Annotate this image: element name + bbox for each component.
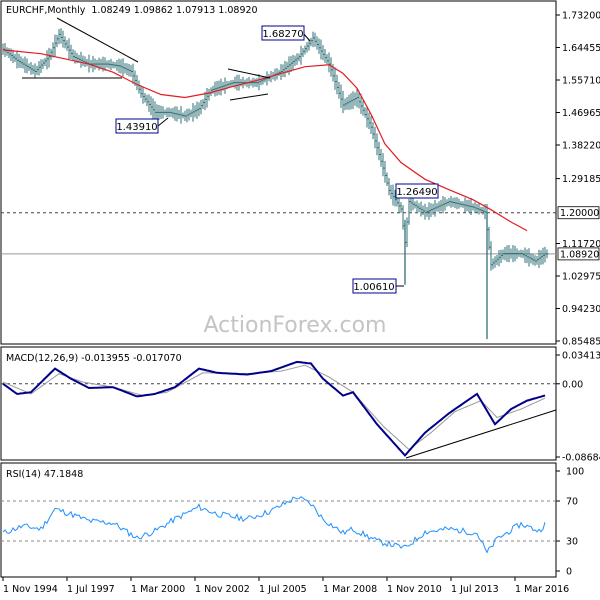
triangle-lower-2004 [229, 93, 269, 101]
price-panel-frame [0, 0, 557, 345]
price-axis-label: 1.11720 [562, 239, 600, 250]
annotation-box [115, 118, 159, 134]
moving-average-line [2, 49, 528, 232]
rsi-axis: 100 70 30 0 [556, 467, 584, 578]
price-axis-label: 1.29185 [562, 174, 600, 185]
time-axis-label: 1 Nov 1994 [3, 584, 58, 595]
annotation-text: 1.00610 [353, 282, 394, 293]
rsi-panel-title: RSI(14) 47.1848 [6, 469, 83, 480]
macd-main-line [2, 360, 546, 457]
annotation-box [261, 25, 305, 41]
symbol-title: EURCHF,Monthly [6, 5, 86, 16]
triangle-upper-2004 [227, 68, 271, 79]
price-axis-marker-box [557, 247, 600, 261]
price-axis-label: 1.46965 [562, 108, 600, 119]
annotation-box [395, 183, 439, 199]
price-axis-label: 1.20000 [560, 208, 599, 219]
annotation-1-68270: 1.68270 [261, 25, 311, 42]
macd-axis-label: 0.00 [562, 379, 583, 390]
annotation-1-26490: 1.26490 [395, 183, 439, 199]
price-bars [2, 28, 549, 271]
time-axis-label: 1 Jul 2013 [451, 584, 499, 595]
macd-axis-label: -0.086849 [562, 453, 600, 464]
time-axis-label: 1 Jul 1997 [67, 584, 115, 595]
time-axis-label: 1 Mar 2016 [515, 584, 569, 595]
rsi-axis-label: 30 [566, 537, 578, 548]
price-axis-label: 1.55710 [562, 76, 600, 87]
rsi-axis-label: 70 [566, 497, 578, 508]
price-axis-marker-box [557, 206, 600, 220]
macd-panel-title: MACD(12,26,9) -0.013955 -0.017070 [6, 353, 182, 364]
annotation-1-43910: 1.43910 [115, 117, 169, 134]
macd-axis: 0.034137 0.00 -0.086849 [556, 351, 600, 464]
macd-support-line [405, 409, 557, 459]
macd-axis-label: 0.034137 [562, 351, 600, 362]
price-axis-label: 1.02975 [562, 271, 600, 282]
trend-line-upper-1997 [56, 17, 139, 63]
macd-panel-frame [0, 346, 557, 461]
trend-lines [22, 17, 557, 459]
price-axis-label: 0.85485 [562, 337, 600, 348]
annotation-text: 1.68270 [262, 29, 303, 40]
annotation-1-00610: 1.00610 [352, 278, 404, 294]
time-axis: 1 Nov 1994 1 Jul 1997 1 Mar 2000 1 Nov 2002… [2, 577, 569, 595]
price-axis-label: 1.73200 [562, 11, 600, 22]
annotation-leader [157, 117, 169, 127]
macd-signal-line [2, 364, 546, 451]
annotation-text: 1.43910 [116, 122, 157, 133]
price-axis-label: 1.08920 [560, 249, 599, 260]
ohlc-readout: 1.08249 1.09862 1.07913 1.08920 [91, 5, 257, 16]
price-panel-title: EURCHF,Monthly 1.08249 1.09862 1.07913 1.… [6, 5, 258, 16]
time-axis-label: 1 Nov 2002 [195, 584, 250, 595]
annotation-text: 1.26490 [396, 187, 437, 198]
price-axis-label: 1.64455 [562, 43, 600, 54]
price-axis: 1.73200 1.64455 1.55710 1.46965 1.38220 1.291… [556, 11, 600, 348]
annotation-box [352, 278, 397, 294]
rsi-panel-frame [0, 462, 557, 578]
rsi-axis-label: 0 [566, 567, 572, 578]
watermark: ActionForex.com [204, 313, 387, 338]
rsi-axis-label: 100 [566, 467, 584, 478]
time-axis-label: 1 Mar 2008 [323, 584, 377, 595]
price-axis-label: 0.94230 [562, 304, 600, 315]
time-axis-label: 1 Jul 2005 [259, 584, 307, 595]
time-axis-label: 1 Mar 2000 [131, 584, 185, 595]
price-axis-label: 1.38220 [562, 141, 600, 152]
time-axis-label: 1 Nov 2010 [387, 584, 442, 595]
rsi-line [2, 496, 546, 554]
price-spikes [404, 212, 488, 340]
